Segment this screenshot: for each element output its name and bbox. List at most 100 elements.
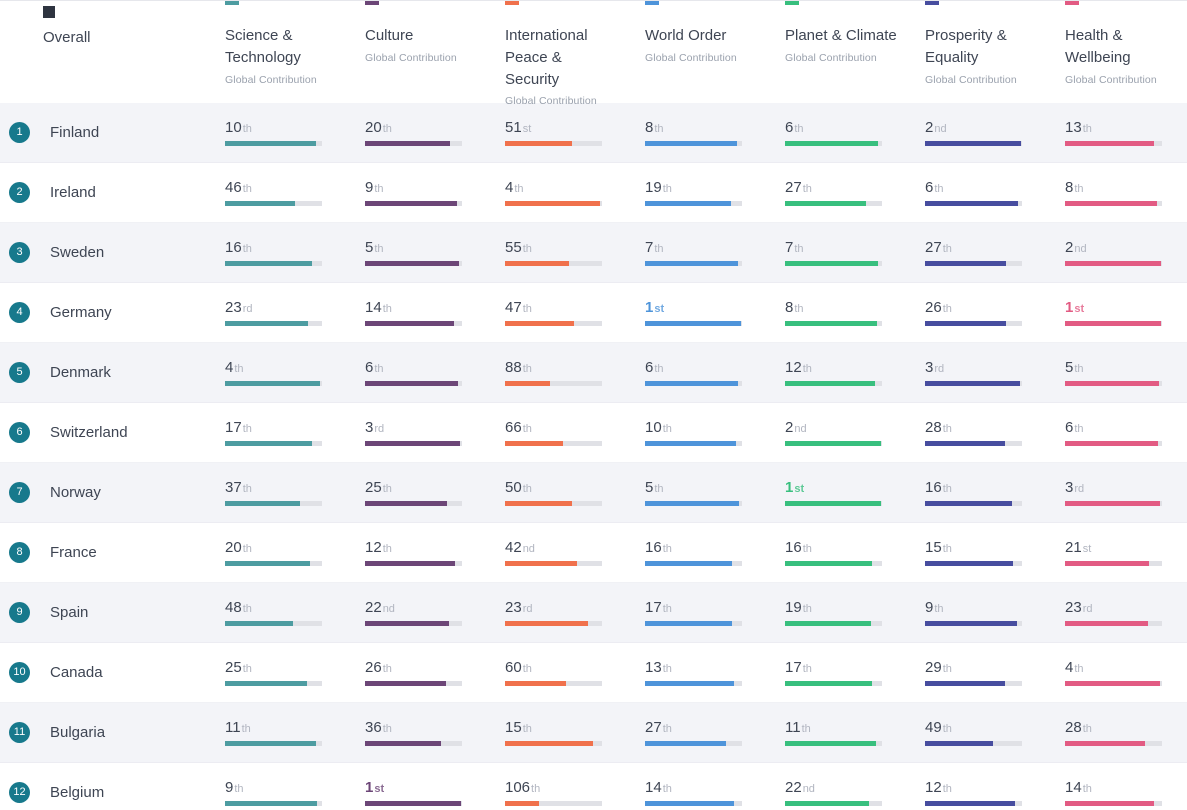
rank-bar <box>1065 620 1162 626</box>
rank-bar-fill <box>645 680 735 686</box>
rank-suffix: th <box>234 362 244 375</box>
column-header-health[interactable]: Health & Wellbeing Global Contribution <box>1045 1 1185 107</box>
rank-suffix: th <box>942 542 952 555</box>
rank-bar <box>785 500 882 506</box>
column-header-world[interactable]: World Order Global Contribution <box>625 1 765 107</box>
metric-cell-culture: 22nd <box>345 583 485 642</box>
rank-value: 8th <box>1065 178 1084 196</box>
rank-suffix: th <box>662 422 672 435</box>
country-cell: 7 Norway <box>0 463 205 522</box>
country-name[interactable]: Ireland <box>50 184 96 201</box>
table-row: 7 Norway 37th 25th 50th 5th 1st 16th 3rd <box>0 463 1187 523</box>
rank-bar <box>925 620 1022 626</box>
rank-suffix: nd <box>794 422 807 435</box>
country-name[interactable]: Spain <box>50 604 89 621</box>
rank-bar-fill <box>505 320 575 326</box>
rank-value: 19th <box>645 178 672 196</box>
rank-bar <box>785 320 882 326</box>
rank-bar-fill <box>645 200 731 206</box>
country-name[interactable]: Belgium <box>50 784 105 801</box>
rank-value: 6th <box>365 358 384 376</box>
metric-cell-planet: 7th <box>765 223 905 282</box>
country-name[interactable]: Switzerland <box>50 424 128 441</box>
country-name[interactable]: Bulgaria <box>50 724 106 741</box>
column-sublabel: Global Contribution <box>1065 73 1157 86</box>
rank-value: 15th <box>925 538 952 556</box>
column-title: Culture <box>365 27 414 44</box>
rank-bar <box>925 320 1022 326</box>
rank-bar <box>925 260 1022 266</box>
rank-suffix: th <box>794 302 804 315</box>
rank-suffix: nd <box>802 782 815 795</box>
rank-bar <box>785 620 882 626</box>
rank-suffix: st <box>1074 302 1085 315</box>
rank-suffix: th <box>382 722 392 735</box>
metric-cell-science: 11th <box>205 703 345 762</box>
metric-cell-culture: 5th <box>345 223 485 282</box>
column-header-peace[interactable]: International Peace & Security Global Con… <box>485 1 625 107</box>
rank-bar <box>225 800 322 806</box>
rank-value: 3rd <box>925 358 945 376</box>
country-cell: 5 Denmark <box>0 343 205 402</box>
overall-rank-badge: 1 <box>9 122 30 143</box>
rank-suffix: nd <box>934 122 947 135</box>
table-row: 9 Spain 48th 22nd 23rd 17th 19th 9th 23rd <box>0 583 1187 643</box>
rank-value: 66th <box>505 418 532 436</box>
rank-bar <box>1065 320 1162 326</box>
rank-value: 16th <box>925 478 952 496</box>
rank-suffix: th <box>382 122 392 135</box>
rank-bar <box>785 380 882 386</box>
country-name[interactable]: Finland <box>50 124 100 141</box>
rank-bar <box>505 800 602 806</box>
rank-bar <box>365 680 462 686</box>
rank-bar-fill <box>1065 320 1162 326</box>
world-color-chip <box>645 1 659 5</box>
rank-suffix: st <box>654 302 665 315</box>
metric-cell-peace: 66th <box>485 403 625 462</box>
rank-bar <box>785 440 882 446</box>
column-header-science[interactable]: Science & Technology Global Contribution <box>205 1 345 107</box>
rank-bar-fill <box>1065 800 1154 806</box>
rank-suffix: th <box>522 662 532 675</box>
country-name[interactable]: Norway <box>50 484 101 501</box>
rank-bar <box>505 320 602 326</box>
rank-value: 4th <box>505 178 524 196</box>
column-header-prosperity[interactable]: Prosperity & Equality Global Contribution <box>905 1 1045 107</box>
country-name[interactable]: Denmark <box>50 364 111 381</box>
country-name[interactable]: Germany <box>50 304 112 321</box>
rank-suffix: th <box>374 242 384 255</box>
rank-suffix: th <box>1074 662 1084 675</box>
rank-bar <box>365 200 462 206</box>
table-row: 10 Canada 25th 26th 60th 13th 17th 29th 4th <box>0 643 1187 703</box>
rank-suffix: nd <box>1074 242 1087 255</box>
country-name[interactable]: France <box>50 544 97 561</box>
metric-cell-world: 1st <box>625 283 765 342</box>
table-row: 11 Bulgaria 11th 36th 15th 27th 11th 49th 28th <box>0 703 1187 763</box>
rank-bar <box>645 740 742 746</box>
rank-value: 15th <box>505 718 532 736</box>
metric-cell-planet: 22nd <box>765 763 905 810</box>
column-header-overall[interactable]: Overall <box>0 1 205 107</box>
metric-cell-peace: 55th <box>485 223 625 282</box>
rank-bar-fill <box>225 320 309 326</box>
rank-suffix: th <box>802 602 812 615</box>
metric-cell-peace: 88th <box>485 343 625 402</box>
rank-bar <box>925 200 1022 206</box>
country-name[interactable]: Canada <box>50 664 103 681</box>
metric-cell-world: 5th <box>625 463 765 522</box>
column-header-planet[interactable]: Planet & Climate Global Contribution <box>765 1 905 107</box>
metric-cell-science: 17th <box>205 403 345 462</box>
prosperity-color-chip <box>925 1 939 5</box>
metric-cell-health: 28th <box>1045 703 1185 762</box>
rank-bar <box>645 380 742 386</box>
country-cell: 11 Bulgaria <box>0 703 205 762</box>
country-name[interactable]: Sweden <box>50 244 105 261</box>
metric-cell-world: 13th <box>625 643 765 702</box>
column-header-culture[interactable]: Culture Global Contribution <box>345 1 485 107</box>
table-row: 5 Denmark 4th 6th 88th 6th 12th 3rd 5th <box>0 343 1187 403</box>
metric-cell-science: 20th <box>205 523 345 582</box>
metric-cell-world: 17th <box>625 583 765 642</box>
rank-value: 23rd <box>1065 598 1093 616</box>
metric-cell-peace: 60th <box>485 643 625 702</box>
metric-cell-science: 23rd <box>205 283 345 342</box>
